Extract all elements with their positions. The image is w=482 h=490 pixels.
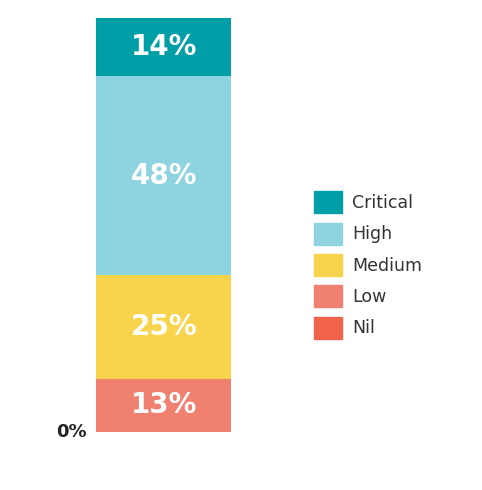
Legend: Critical, High, Medium, Low, Nil: Critical, High, Medium, Low, Nil [307, 184, 429, 346]
Bar [96, 378, 231, 432]
Text: 25%: 25% [131, 313, 197, 341]
Text: 13%: 13% [131, 392, 197, 419]
Text: 14%: 14% [131, 33, 197, 61]
Bar [96, 275, 231, 378]
Bar [96, 18, 231, 76]
Bar [96, 76, 231, 275]
Text: 48%: 48% [131, 162, 197, 190]
Text: 0%: 0% [56, 423, 87, 441]
